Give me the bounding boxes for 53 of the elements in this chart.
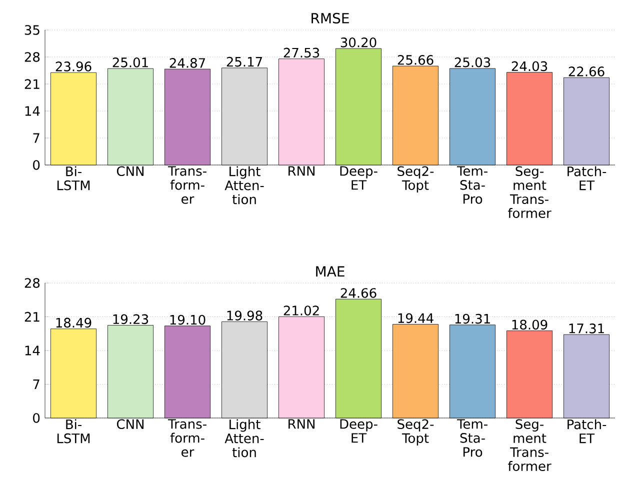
- y-tick-label: 7: [33, 380, 40, 389]
- y-tick-label: 7: [33, 133, 40, 143]
- x-tick-label: Seq2- Topt: [398, 166, 434, 193]
- data-label: 24.66: [340, 288, 376, 298]
- x-tick-label: Seg- ment Trans- former: [508, 419, 552, 472]
- data-label: 19.31: [455, 314, 490, 324]
- data-label: 19.44: [398, 313, 434, 324]
- x-tick-label: Light Atten- tion: [224, 166, 264, 204]
- y-tick-label: 21: [24, 79, 40, 89]
- y-tick-label: 14: [25, 346, 40, 356]
- data-label: 21.02: [284, 306, 319, 316]
- x-tick-label: Patch- ET: [568, 166, 606, 190]
- data-label: 19.23: [113, 314, 148, 324]
- x-tick-label: Trans- form- er: [168, 166, 206, 204]
- x-tick-label: CNN: [116, 166, 144, 176]
- y-tick-label: 21: [24, 312, 40, 322]
- chart-title: RMSE: [312, 12, 349, 24]
- x-tick-label: RNN: [288, 166, 314, 176]
- x-tick-label: RNN: [288, 419, 314, 429]
- data-label: 30.20: [340, 37, 376, 48]
- data-label: 25.01: [112, 57, 148, 68]
- data-label: 25.66: [398, 54, 434, 65]
- data-label: 22.66: [568, 66, 604, 76]
- data-label: 27.53: [284, 48, 320, 58]
- y-tick-label: 14: [25, 106, 40, 116]
- data-label: 25.17: [226, 56, 262, 67]
- data-label: 25.03: [454, 57, 490, 68]
- x-tick-label: Light Atten- tion: [224, 419, 264, 458]
- data-label: 24.03: [512, 61, 548, 72]
- chart-title: MAE: [316, 266, 344, 276]
- data-label: 18.49: [56, 318, 92, 328]
- x-tick-label: Seq2- Topt: [398, 419, 434, 446]
- data-label: 18.09: [512, 320, 548, 330]
- x-tick-label: Tem- Sta- Pro: [456, 166, 488, 204]
- x-tick-label: Tem- Sta- Pro: [456, 419, 488, 457]
- x-tick-label: Bi- LSTM: [57, 166, 90, 190]
- data-label: 19.10: [170, 314, 206, 325]
- data-label: 24.87: [170, 58, 205, 68]
- x-tick-label: Seg- ment Trans- former: [508, 166, 552, 218]
- x-tick-label: Patch- ET: [568, 419, 606, 444]
- x-tick-label: Trans- form- er: [168, 419, 206, 457]
- y-tick-label: 35: [24, 25, 40, 35]
- x-tick-label: Deep- ET: [340, 166, 378, 190]
- x-tick-label: Bi- LSTM: [57, 419, 90, 444]
- x-tick-label: Deep- ET: [340, 419, 378, 443]
- data-label: 23.96: [56, 62, 92, 72]
- data-label: 19.98: [227, 310, 262, 320]
- y-tick-label: 0: [33, 413, 40, 423]
- data-label: 17.31: [569, 324, 604, 334]
- y-tick-label: 28: [24, 278, 40, 288]
- y-tick-label: 0: [33, 160, 40, 170]
- x-tick-label: CNN: [116, 419, 144, 430]
- y-tick-label: 28: [24, 52, 40, 62]
